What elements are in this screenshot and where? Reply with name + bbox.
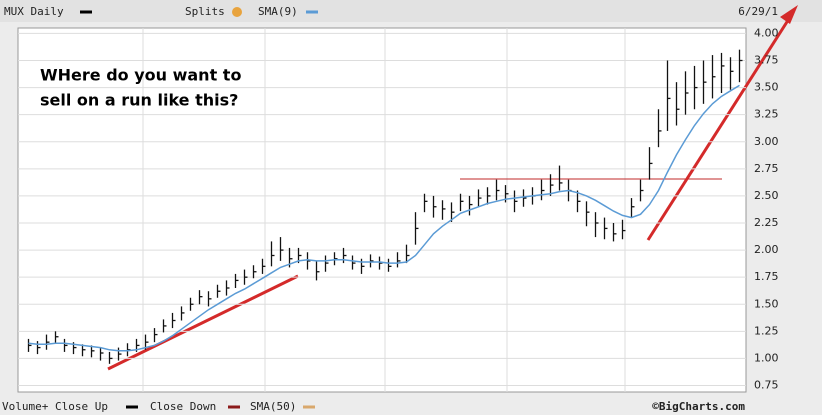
y-tick-label: 1.50 [754, 297, 779, 310]
y-tick-label: 3.25 [754, 108, 779, 121]
y-tick-label: 3.50 [754, 81, 779, 94]
arrow-head [780, 5, 798, 24]
y-tick-label: 2.25 [754, 216, 779, 229]
date: 6/29/1 [738, 5, 778, 18]
y-tick-label: 2.50 [754, 189, 779, 202]
splits: Splits [185, 5, 225, 18]
credit: ©BigCharts.com [652, 400, 745, 413]
y-tick-label: 2.75 [754, 162, 779, 175]
y-tick-label: 3.75 [754, 54, 779, 67]
footer-label: Volume+ Close Up [2, 400, 108, 413]
trend-line [107, 274, 299, 371]
splits-icon [232, 7, 242, 17]
y-tick-label: 1.75 [754, 270, 779, 283]
y-tick-label: 3.00 [754, 135, 779, 148]
y-tick-label: 1.25 [754, 324, 779, 337]
y-tick-label: 2.00 [754, 243, 779, 256]
header-bar [0, 0, 822, 22]
y-tick-label: 1.00 [754, 351, 779, 364]
footer-label: SMA(50) [250, 400, 296, 413]
annotation: WHere do you want to [40, 66, 241, 85]
symbol: MUX Daily [4, 5, 64, 18]
y-tick-label: 4.00 [754, 26, 779, 39]
annotation: sell on a run like this? [40, 91, 238, 110]
trend-arrow [646, 13, 794, 241]
legend-label: SMA(9) [258, 5, 298, 18]
footer-label: Close Down [150, 400, 216, 413]
sma-line [28, 84, 740, 352]
y-tick-label: 0.75 [754, 379, 779, 392]
